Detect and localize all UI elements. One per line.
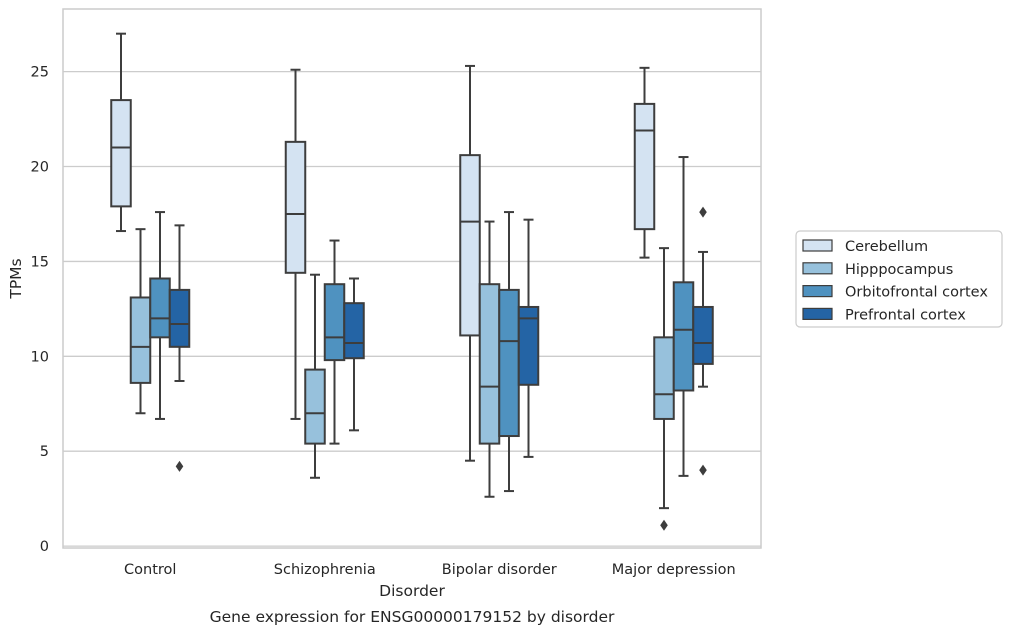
y-axis-label: TPMs	[7, 258, 25, 299]
outlier-point	[660, 519, 668, 531]
y-tick-labels: 0 5 10 15 20 25	[31, 65, 49, 555]
box-iqr	[517, 305, 540, 386]
chart-caption: Gene expression for ENSG00000179152 by d…	[210, 608, 615, 626]
legend-label: Orbitofrontal cortex	[845, 285, 988, 301]
box-iqr	[498, 288, 520, 438]
x-tick-labels: Control Schizophrenia Bipolar disorder Majo…	[124, 562, 736, 578]
box-iqr	[633, 102, 656, 231]
y-tick-label: 25	[31, 65, 49, 81]
legend-item: Hipppocampus	[802, 262, 953, 278]
box-iqr	[149, 277, 171, 339]
legend-swatch	[802, 307, 833, 320]
box-iqr	[653, 336, 675, 420]
y-tick-label: 0	[40, 539, 49, 555]
box-2-1	[323, 239, 346, 445]
box-iqr	[284, 140, 307, 274]
legend-swatch	[802, 262, 833, 275]
box-iqr	[459, 154, 481, 337]
x-tick-label: Bipolar disorder	[442, 562, 557, 578]
box-1-0	[129, 228, 152, 415]
plot-boxes	[110, 32, 714, 531]
y-tick-label: 20	[31, 160, 49, 176]
box-3-3	[692, 206, 714, 476]
box-0-0	[110, 32, 132, 233]
x-axis-label: Disorder	[379, 582, 445, 600]
outlier-point	[699, 206, 707, 218]
box-3-1	[343, 277, 365, 432]
legend-item: Orbitofrontal cortex	[802, 285, 988, 301]
plot-frame	[62, 8, 762, 549]
legend-frame	[795, 230, 1003, 328]
box-iqr	[304, 368, 326, 445]
legend-item: Prefrontal cortex	[802, 307, 966, 323]
y-tick-label: 5	[40, 444, 49, 460]
x-tick-label: Schizophrenia	[274, 562, 376, 578]
legend-swatch	[802, 239, 833, 252]
box-iqr	[129, 296, 152, 384]
box-1-2	[478, 220, 501, 498]
box-iqr	[692, 305, 714, 365]
outlier-point	[699, 464, 707, 476]
legend-item: Cerebellum	[802, 239, 928, 255]
legend-label: Prefrontal cortex	[845, 307, 966, 323]
y-tick-label: 10	[31, 349, 49, 365]
legend-swatch	[802, 285, 833, 298]
box-iqr	[168, 288, 191, 348]
box-iqr	[672, 281, 695, 392]
box-1-3	[653, 247, 675, 531]
box-2-0	[149, 211, 171, 420]
outlier-point	[175, 460, 184, 472]
box-iqr	[110, 99, 132, 208]
legend: Cerebellum Hipppocampus Orbitofrontal cort…	[795, 230, 1003, 328]
box-2-3	[672, 156, 695, 477]
box-3-2	[517, 218, 540, 458]
box-iqr	[323, 283, 346, 362]
box-0-2	[459, 64, 481, 462]
box-0-1	[284, 68, 307, 420]
x-tick-label: Major depression	[612, 562, 736, 578]
box-iqr	[343, 302, 365, 360]
box-iqr	[478, 283, 501, 445]
box-2-2	[498, 211, 520, 493]
x-tick-label: Control	[124, 562, 176, 578]
box-0-3	[633, 66, 656, 259]
box-1-1	[304, 273, 326, 479]
y-tick-label: 15	[31, 254, 49, 270]
box-3-0	[168, 224, 191, 472]
legend-label: Cerebellum	[845, 239, 928, 255]
legend-label: Hipppocampus	[845, 262, 953, 278]
